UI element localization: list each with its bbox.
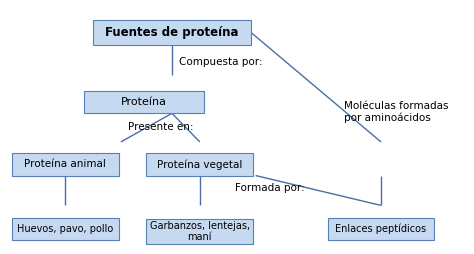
FancyBboxPatch shape — [146, 219, 253, 244]
FancyBboxPatch shape — [12, 218, 118, 240]
Text: Garbanzos, lentejas,
maní: Garbanzos, lentejas, maní — [150, 221, 250, 242]
FancyBboxPatch shape — [84, 91, 204, 113]
Text: Proteína: Proteína — [121, 97, 167, 107]
FancyBboxPatch shape — [146, 153, 253, 176]
Text: Enlaces peptídicos: Enlaces peptídicos — [336, 224, 427, 234]
Text: Moléculas formadas
por aminoácidos: Moléculas formadas por aminoácidos — [344, 101, 448, 123]
FancyBboxPatch shape — [328, 218, 434, 240]
Text: Proteína animal: Proteína animal — [24, 159, 106, 169]
Text: Presente en:: Presente en: — [128, 122, 193, 132]
Text: Fuentes de proteína: Fuentes de proteína — [105, 26, 239, 39]
Text: Compuesta por:: Compuesta por: — [179, 57, 263, 67]
FancyBboxPatch shape — [93, 20, 251, 45]
Text: Proteína vegetal: Proteína vegetal — [157, 159, 243, 170]
FancyBboxPatch shape — [12, 153, 118, 176]
Text: Formada por:: Formada por: — [235, 183, 304, 193]
Text: Huevos, pavo, pollo: Huevos, pavo, pollo — [17, 224, 113, 234]
